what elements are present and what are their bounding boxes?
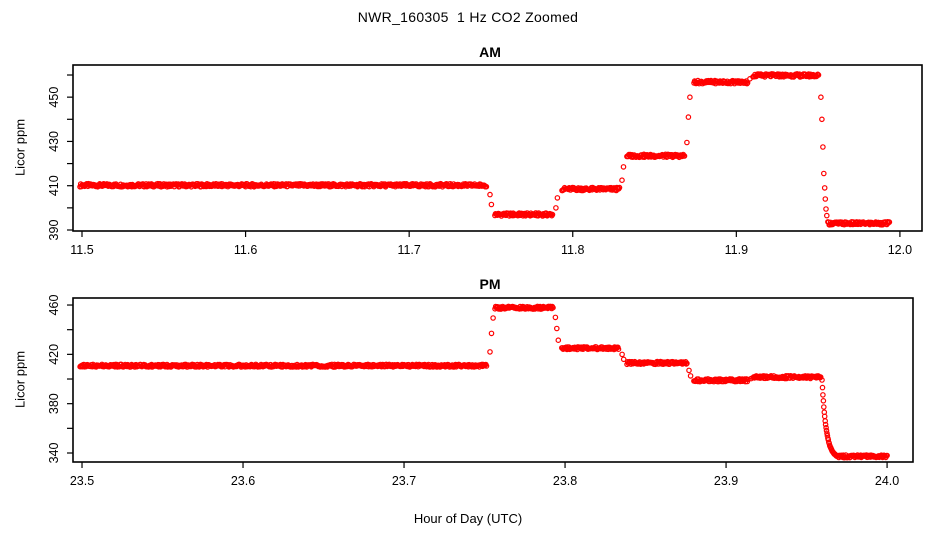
y-tick-label: 420: [47, 344, 61, 365]
x-tick-label: 11.7: [397, 243, 420, 257]
data-point: [616, 184, 623, 191]
data-point: [488, 330, 495, 337]
data-point: [818, 94, 824, 101]
data-point: [684, 360, 690, 367]
data-point: [555, 337, 562, 344]
data-point: [620, 164, 627, 170]
data-point: [687, 94, 693, 101]
y-tick-label: 380: [47, 393, 61, 414]
x-tick-label: 11.5: [70, 243, 93, 257]
data-point: [820, 144, 826, 150]
x-tick-label: 23.8: [553, 474, 577, 488]
data-point: [619, 351, 625, 358]
data-point: [820, 170, 827, 177]
data-point: [886, 219, 893, 225]
figure-title: NWR_160305 1 Hz CO2 Zoomed: [357, 9, 579, 25]
data-point: [834, 453, 840, 460]
x-tick-label: 11.9: [725, 243, 748, 257]
data-point: [820, 397, 827, 404]
data-point: [684, 139, 690, 146]
x-tick-label: 23.5: [70, 474, 94, 488]
data-point: [549, 211, 556, 218]
data-point: [554, 195, 561, 201]
data-point: [483, 363, 490, 369]
data-point: [747, 76, 753, 82]
x-tick-label: 11.8: [561, 243, 584, 257]
data-point: [550, 304, 556, 311]
y-tick-label: 340: [47, 443, 61, 464]
panel-title-pm: PM: [479, 276, 501, 292]
y-tick-label: 410: [47, 175, 61, 196]
data-point: [748, 375, 754, 382]
data-point: [817, 374, 824, 380]
data-point: [823, 427, 830, 434]
data-point: [615, 346, 622, 353]
data-point: [820, 392, 826, 398]
data-point: [822, 196, 829, 202]
plot-box: [72, 64, 923, 232]
x-tick-label: 23.7: [392, 474, 416, 488]
data-point: [823, 206, 829, 212]
data-point: [553, 205, 559, 211]
data-point: [825, 436, 832, 443]
panel-title-am: AM: [479, 44, 501, 60]
data-point: [681, 153, 688, 159]
data-point: [819, 116, 825, 123]
data-point: [815, 72, 822, 78]
data-point: [490, 315, 496, 321]
y-tick-label: 460: [47, 295, 61, 316]
data-point: [884, 452, 890, 459]
data-point: [819, 384, 826, 391]
x-axis-label: Hour of Day (UTC): [413, 511, 523, 526]
data-point: [819, 377, 825, 383]
data-point: [823, 212, 830, 219]
x-tick-label: 23.6: [231, 474, 255, 488]
data-point: [488, 201, 495, 208]
y-tick-label: 390: [47, 220, 61, 241]
data-point: [822, 421, 829, 428]
y-tick-label: 430: [47, 131, 61, 152]
data-point: [822, 418, 829, 424]
data-point: [619, 177, 625, 184]
data-point: [820, 404, 827, 410]
data-point: [686, 367, 692, 374]
x-tick-label: 24.0: [875, 474, 899, 488]
x-tick-label: 11.6: [234, 243, 257, 257]
data-point: [483, 183, 490, 190]
data-point: [745, 376, 751, 383]
plot-box: [72, 297, 914, 463]
data-point: [685, 114, 692, 120]
data-point: [620, 356, 627, 363]
data-point: [687, 373, 694, 379]
x-tick-label: 12.0: [888, 243, 912, 257]
data-point: [824, 430, 830, 437]
data-point: [552, 314, 559, 321]
data-point: [553, 325, 560, 332]
data-point: [487, 349, 493, 355]
data-point: [487, 191, 493, 198]
x-tick-label: 23.9: [714, 474, 738, 488]
y-tick-label: 450: [47, 87, 61, 108]
data-point: [823, 424, 829, 431]
data-point: [744, 80, 751, 86]
data-point: [821, 185, 828, 191]
